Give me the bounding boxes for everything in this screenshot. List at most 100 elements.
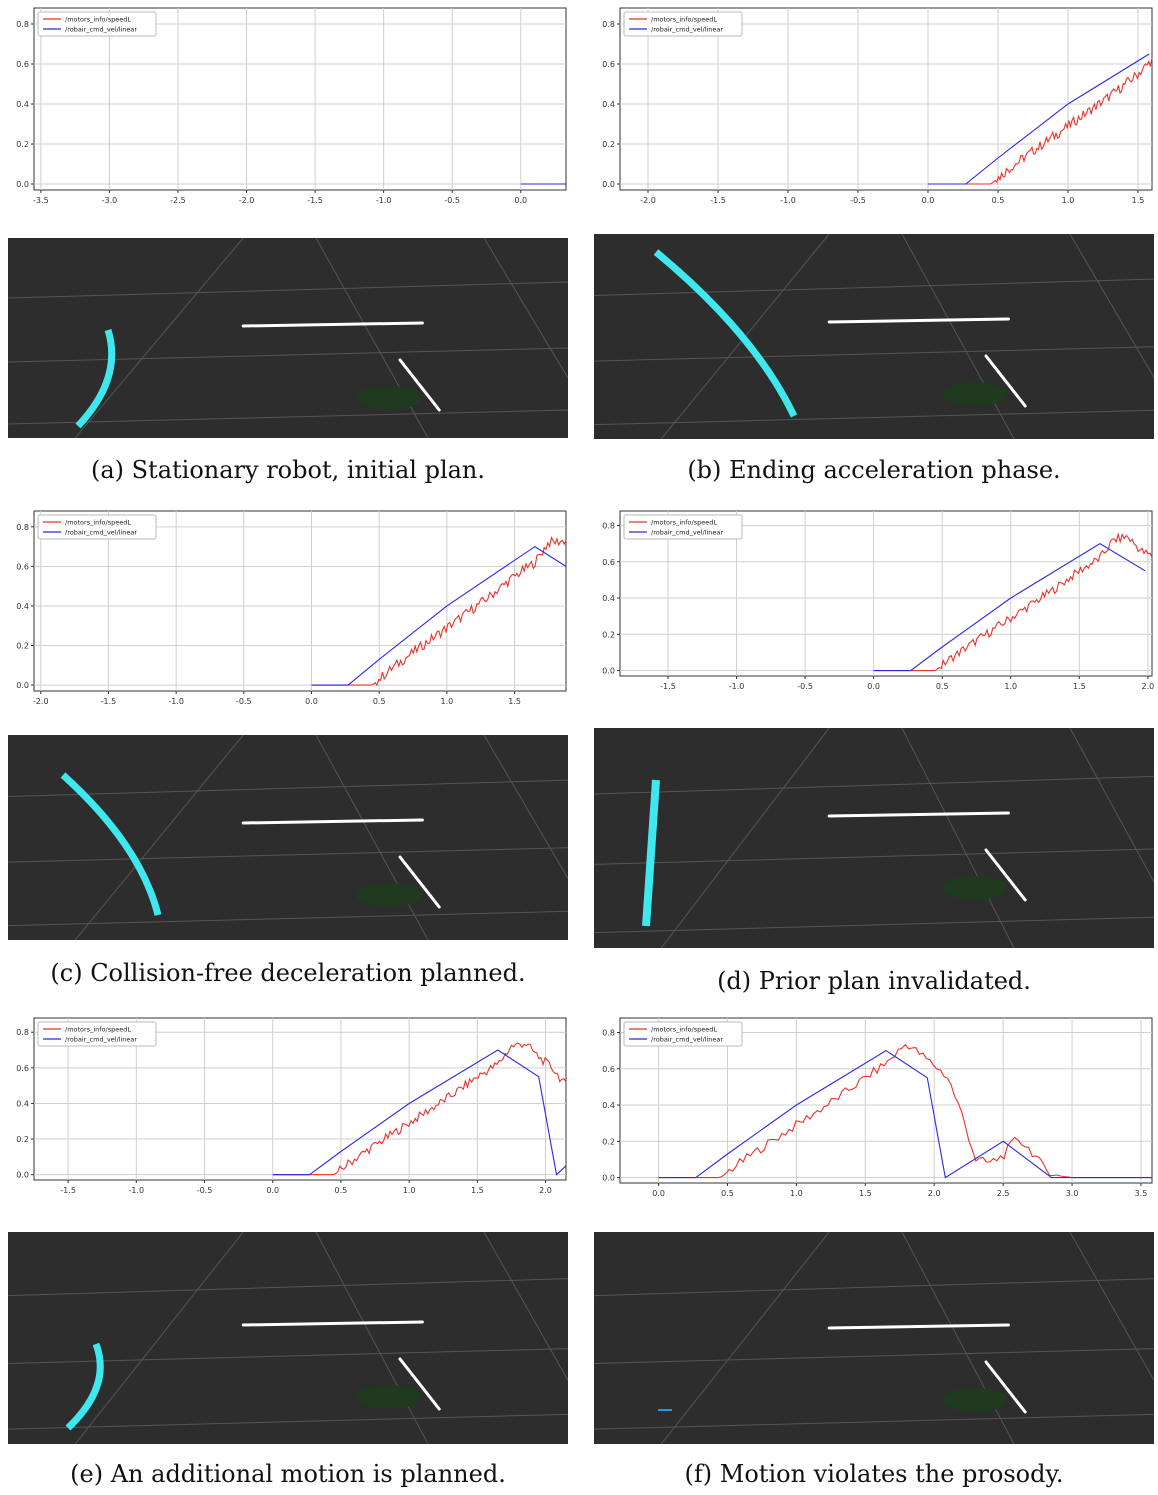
x-tick-label: 1.5 xyxy=(1132,196,1145,205)
scene-f xyxy=(594,1232,1154,1444)
x-tick-label: -0.5 xyxy=(197,1186,213,1195)
ground-grid xyxy=(8,735,568,940)
y-tick-label: 0.0 xyxy=(16,681,29,690)
x-tick-label: 1.5 xyxy=(471,1186,484,1195)
grid-line xyxy=(660,1232,830,1444)
y-tick-label: 0.8 xyxy=(16,523,29,532)
figure-panel-f: 0.0 0.5 1.0 1.5 2.0 2.5 3.0 3.5 0.0 0.2 0.4 0.6 0.8 /… xyxy=(594,1012,1154,1492)
grid-line xyxy=(594,1348,1154,1364)
x-tick-label: 1.0 xyxy=(1004,682,1017,691)
scene-c xyxy=(8,735,568,940)
series-speedL-line xyxy=(873,532,1153,672)
series-cmd-linear-line xyxy=(658,1049,1152,1179)
grid-line xyxy=(8,1278,568,1297)
chart-b: -2.0 -1.5 -1.0 -0.5 0.0 0.5 1.0 1.5 0.0 0.2 0.4 0.6… xyxy=(602,7,1153,205)
grid-line xyxy=(8,281,568,299)
x-tick-label: 1.5 xyxy=(508,697,521,706)
goal-marker xyxy=(941,1388,1008,1412)
caption-b: (b) Ending acceleration phase. xyxy=(687,456,1061,484)
grid-line xyxy=(74,1232,244,1444)
wall-scan xyxy=(827,317,1010,324)
scene-background xyxy=(594,234,1154,439)
y-tick-label: 0.4 xyxy=(16,602,29,611)
y-tick-label: 0.4 xyxy=(16,100,29,109)
wall-scan xyxy=(827,1323,1010,1330)
x-tick-label: 1.0 xyxy=(790,1189,803,1198)
figure-panel-b: -2.0 -1.5 -1.0 -0.5 0.0 0.5 1.0 1.5 0.0 0.2 0.4 0.6… xyxy=(594,2,1154,484)
planned-path xyxy=(653,249,798,418)
grid-line xyxy=(74,238,244,438)
y-tick-label: 0.6 xyxy=(602,60,615,69)
grid-line xyxy=(8,847,568,863)
grid-line xyxy=(483,735,568,879)
grid-line xyxy=(594,346,1154,362)
series-cmd-linear-line xyxy=(272,1049,567,1176)
x-tick-label: -3.5 xyxy=(33,196,49,205)
goal-marker xyxy=(941,382,1008,406)
grid-line xyxy=(901,728,1015,948)
x-tick-label: -1.5 xyxy=(101,697,117,706)
series-speedL-line xyxy=(311,536,567,687)
series-cmd-linear-line xyxy=(873,542,1146,672)
series-cmd-linear-line xyxy=(311,545,567,686)
scene-a xyxy=(8,238,568,438)
goal-marker xyxy=(355,386,422,410)
y-tick-label: 0.0 xyxy=(602,180,615,189)
grid-line xyxy=(660,728,830,948)
grid-line xyxy=(483,238,568,379)
scene-background xyxy=(8,238,568,438)
laser-points xyxy=(241,321,441,412)
y-tick-label: 0.8 xyxy=(602,1029,615,1038)
legend-entry: /motors_info/speedL xyxy=(651,1026,717,1034)
chart-f: 0.0 0.5 1.0 1.5 2.0 2.5 3.0 3.5 0.0 0.2 0.4 0.6 0.8 /… xyxy=(602,1017,1153,1198)
x-tick-label: -3.0 xyxy=(102,196,118,205)
laser-points xyxy=(241,1320,441,1411)
grid-line xyxy=(594,409,1154,426)
x-tick-label: 0.0 xyxy=(266,1186,279,1195)
scene-b xyxy=(594,234,1154,439)
obstacle-scan xyxy=(984,1360,1027,1414)
grid-line xyxy=(8,409,568,425)
grid-line xyxy=(8,347,568,363)
legend: /motors_info/speedL/robair_cmd_vel/linea… xyxy=(623,514,743,540)
chart-d: -1.5 -1.0 -0.5 0.0 0.5 1.0 1.5 2.0 0.0 0.2 0.4 0.6 0… xyxy=(602,510,1154,691)
x-tick-label: -0.5 xyxy=(850,196,866,205)
plot-frame xyxy=(33,510,567,692)
grid-line xyxy=(594,278,1154,296)
y-tick-label: 0.8 xyxy=(16,1028,29,1037)
obstacle-scan xyxy=(984,848,1027,902)
legend-entry: /motors_info/speedL xyxy=(651,519,717,527)
x-tick-label: -2.0 xyxy=(33,697,49,706)
x-tick-label: -2.0 xyxy=(239,196,255,205)
y-tick-label: 0.6 xyxy=(16,562,29,571)
caption-e: (e) An additional motion is planned. xyxy=(70,1460,506,1488)
x-tick-label: -1.0 xyxy=(729,682,745,691)
y-tick-label: 0.8 xyxy=(602,522,615,531)
chart-c: -2.0 -1.5 -1.0 -0.5 0.0 0.5 1.0 1.5 0.0 0.2 0.4 0.6… xyxy=(16,510,567,706)
caption-c: (c) Collision-free deceleration planned. xyxy=(50,959,526,987)
y-tick-label: 0.4 xyxy=(602,1101,615,1110)
legend-entry: /motors_info/speedL xyxy=(651,16,717,24)
legend-box xyxy=(37,11,157,37)
chart-e: -1.5 -1.0 -0.5 0.0 0.5 1.0 1.5 2.0 0.0 0.2 0.4 0.6 0… xyxy=(16,1017,567,1195)
x-tick-label: 0.5 xyxy=(335,1186,348,1195)
caption-f: (f) Motion violates the prosody. xyxy=(684,1460,1064,1488)
planned-path xyxy=(642,779,660,927)
wall-scan xyxy=(241,818,424,825)
x-tick-label: 0.0 xyxy=(922,196,935,205)
scene-background xyxy=(594,728,1154,948)
x-tick-label: 1.0 xyxy=(403,1186,416,1195)
x-tick-label: -2.0 xyxy=(640,196,656,205)
legend-entry: /motors_info/speedL xyxy=(65,519,131,527)
goal-marker xyxy=(941,876,1008,900)
legend-box xyxy=(623,1021,743,1047)
y-tick-label: 0.2 xyxy=(16,642,29,651)
legend-entry: /robair_cmd_vel/linear xyxy=(65,26,137,34)
legend-box xyxy=(37,1021,157,1047)
y-tick-label: 0.4 xyxy=(602,594,615,603)
laser-points xyxy=(827,811,1027,902)
x-tick-label: 0.5 xyxy=(936,682,949,691)
y-tick-label: 0.0 xyxy=(16,180,29,189)
grid-line xyxy=(315,735,429,940)
grid-line xyxy=(1069,234,1154,378)
